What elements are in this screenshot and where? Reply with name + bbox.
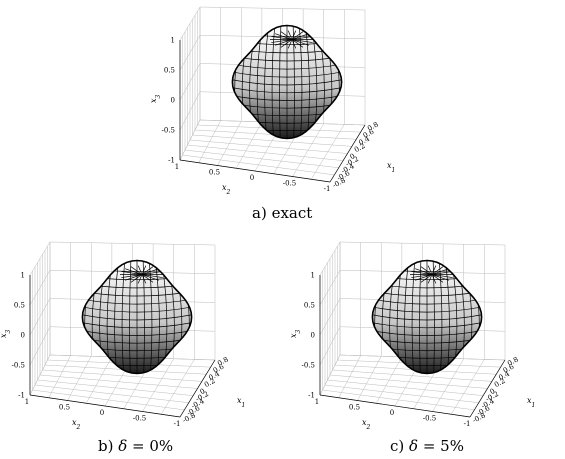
- caption-a-text: a) exact: [252, 204, 313, 222]
- x2-tick-label: -1: [324, 185, 331, 193]
- x3-tick-label: 1: [171, 37, 175, 45]
- caption-c-delta: δ: [409, 437, 419, 455]
- x2-tick-label: 0.5: [349, 404, 360, 412]
- x1-tick-label: 0: [489, 387, 497, 396]
- caption-c: c) δ = 5%: [390, 437, 464, 455]
- x2-axis-label: x2: [222, 183, 231, 196]
- plot-3d-a: 10.50-0.5-110.50-0.5-1 -0.8-0.6-0.4-0.200…: [150, 6, 395, 196]
- caption-c-prefix: c): [390, 437, 410, 455]
- x2-tick-label: 0: [250, 174, 254, 182]
- caption-b-delta: δ: [118, 437, 128, 455]
- tick-labels: 10.50-0.5-110.50-0.5-1 -0.8-0.6-0.4-0.200…: [12, 272, 230, 429]
- axis-box: [179, 40, 366, 183]
- x3-tick-label: 0: [311, 332, 315, 340]
- x3-axis-label: x3: [290, 329, 302, 338]
- x2-tick-label: 0.5: [59, 404, 70, 412]
- x2-tick-label: -0.5: [133, 415, 147, 423]
- x1-axis-label: x1: [387, 161, 395, 174]
- x2-tick-label: -0.5: [283, 180, 297, 188]
- plot-3d-b: 10.50-0.5-110.50-0.5-1 -0.8-0.6-0.4-0.200…: [0, 241, 245, 431]
- panel-b: 1 0.5 0 -0.5 -1 1 0.5 0 -0.5 -1 -0.8 -0.6 -0.4 -0.2 0 0…: [0, 235, 270, 435]
- x3-tick-label: -1: [168, 157, 175, 165]
- x2-tick-label: 1: [315, 398, 319, 406]
- x1-axis-label: x1: [237, 396, 245, 409]
- x1-tick-label: 0.8: [216, 355, 230, 367]
- x2-tick-label: 1: [25, 398, 29, 406]
- caption-b-prefix: b): [98, 437, 119, 455]
- x3-tick-label: -1: [308, 392, 315, 400]
- x3-tick-label: 0: [171, 97, 175, 105]
- x3-tick-label: -1: [18, 392, 25, 400]
- caption-c-suffix: = 5%: [418, 437, 464, 455]
- x2-tick-label: 1: [175, 163, 179, 171]
- x3-tick-label: 0.5: [14, 302, 25, 310]
- x3-tick-label: 1: [21, 272, 25, 280]
- surface-mesh: [81, 259, 193, 375]
- x3-tick-label: 0: [21, 332, 25, 340]
- x3-tick-label: 1: [311, 272, 315, 280]
- x3-tick-label: 0.5: [304, 302, 315, 310]
- caption-b-suffix: = 0%: [127, 437, 174, 455]
- x3-axis-label: x3: [0, 329, 12, 338]
- x1-tick-label: 0.8: [366, 120, 380, 132]
- axis-box: [29, 275, 216, 418]
- panel-c: 1 0.5 0 -0.5 -1 1 0.5 0 -0.5 -1 -0.8 -0.6 -0.4 -0.2 0 0…: [290, 235, 560, 435]
- caption-b: b) δ = 0%: [98, 437, 173, 455]
- x3-tick-label: -0.5: [12, 362, 26, 370]
- x3-tick-label: 0.5: [164, 67, 175, 75]
- x3-tick-label: -0.5: [162, 127, 176, 135]
- caption-a: a) exact: [252, 204, 312, 222]
- x1-axis-label: x1: [527, 396, 535, 409]
- x2-axis-label: x2: [362, 418, 371, 431]
- x1-tick-label: 0: [199, 387, 207, 396]
- plot-3d-c: 10.50-0.5-110.50-0.5-1 -0.8-0.6-0.4-0.200…: [290, 241, 535, 431]
- x2-tick-label: -1: [174, 420, 181, 428]
- x1-tick-label: 0: [349, 152, 357, 161]
- axis-box: [319, 275, 506, 418]
- x1-tick-label: 0.8: [506, 355, 520, 367]
- x2-tick-label: 0.5: [209, 169, 220, 177]
- x2-tick-label: 0: [390, 409, 394, 417]
- x2-tick-label: -1: [464, 420, 471, 428]
- x3-axis-label: x3: [150, 94, 162, 103]
- x2-tick-label: 0: [100, 409, 104, 417]
- x2-tick-label: -0.5: [423, 415, 437, 423]
- x2-axis-label: x2: [72, 418, 81, 431]
- panel-a: 1 0.5 0 -0.5 -1 1 0.5 0 -0.5 -1 -0.8 -0.6 -0.4 -0.2 0 0…: [150, 0, 420, 200]
- x3-tick-label: -0.5: [302, 362, 316, 370]
